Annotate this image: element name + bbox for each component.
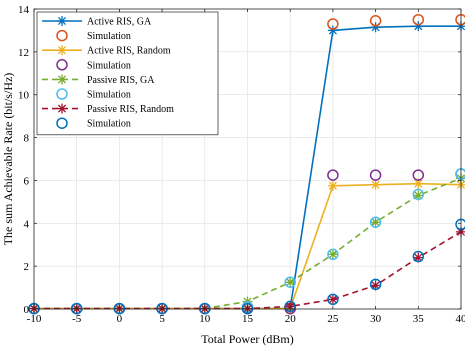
legend-item: Active RIS, Random (42, 45, 171, 57)
data-point (327, 294, 338, 305)
legend-label: Simulation (87, 31, 131, 42)
ticks: -10 -5 0 5 10 15 20 25 30 35 40 0 2 4 6 8 10 12 14 (18, 4, 465, 325)
data-point (369, 278, 382, 291)
legend-item: Simulation (56, 88, 131, 101)
y-tick-label: 12 (18, 47, 29, 59)
data-point (327, 249, 338, 260)
legend-label: Active RIS, GA (87, 17, 152, 28)
legend-marker (57, 74, 67, 85)
data-point (412, 250, 425, 263)
data-point (369, 216, 382, 228)
data-point (370, 179, 381, 190)
y-tick-label: 4 (24, 218, 30, 230)
legend-label: Passive RIS, Random (87, 104, 174, 115)
data-point (369, 15, 382, 27)
data-point (327, 18, 339, 30)
x-tick-label: 5 (159, 313, 165, 325)
legend-box (36, 11, 219, 136)
data-point (327, 293, 339, 306)
x-tick-label: -5 (72, 313, 82, 325)
y-tick-label: 14 (18, 4, 30, 16)
x-tick-label: 30 (370, 313, 382, 325)
x-tick-label: 25 (327, 313, 339, 325)
data-point (199, 302, 211, 315)
y-tick-label: 10 (18, 90, 30, 102)
legend-marker (57, 103, 67, 114)
legend-marker (56, 29, 68, 42)
data-point (327, 248, 339, 261)
y-tick-label: 2 (24, 261, 30, 273)
y-tick-label: 0 (24, 304, 30, 316)
legend-label: Active RIS, Random (87, 46, 171, 57)
x-tick-label: 35 (413, 313, 425, 325)
legend-item: Simulation (56, 59, 131, 71)
data-point (413, 178, 424, 189)
data-point (156, 302, 168, 315)
series-5 (28, 168, 465, 315)
series-2 (29, 178, 465, 314)
data-point (284, 300, 296, 313)
data-point (369, 169, 382, 181)
x-tick-label: 15 (242, 313, 254, 325)
legend-marker (57, 16, 67, 26)
legend: Active RIS, GA Simulation Active RIS, Rand… (36, 11, 219, 136)
x-axis-label: Total Power (dBm) (201, 332, 293, 346)
legend-marker (56, 88, 68, 100)
x-tick-label: 20 (285, 313, 297, 325)
x-tick-label: 0 (117, 313, 123, 325)
data-point (70, 302, 83, 315)
legend-item: Passive RIS, GA (42, 74, 155, 86)
data-point (412, 169, 425, 181)
data-point (113, 302, 126, 315)
legend-item: Simulation (56, 29, 131, 42)
data-point (412, 13, 425, 26)
y-axis-label: The sum Achievable Rate (bit/s/Hz) (1, 73, 15, 246)
legend-label: Simulation (87, 119, 131, 130)
data-point (327, 169, 339, 181)
legend-label: Simulation (87, 90, 131, 101)
y-tick-label: 6 (24, 175, 30, 187)
series-4 (29, 173, 465, 314)
legend-marker (57, 45, 67, 56)
series-3 (28, 168, 465, 315)
data-point (370, 217, 381, 228)
data-point (327, 180, 338, 191)
x-tick-label: 40 (456, 313, 465, 325)
legend-label: Passive RIS, GA (87, 75, 155, 86)
legend-marker (56, 117, 68, 129)
legend-marker (56, 59, 68, 71)
y-tick-label: 8 (24, 133, 30, 145)
data-point (241, 302, 254, 315)
legend-item: Passive RIS, Random (42, 103, 174, 115)
legend-label: Simulation (87, 60, 131, 71)
legend-item: Simulation (56, 117, 131, 130)
data-point (412, 188, 425, 201)
data-point (284, 276, 296, 288)
x-tick-label: -10 (27, 313, 42, 325)
x-tick-label: 10 (199, 313, 211, 325)
legend-item: Active RIS, GA (42, 16, 152, 28)
data-point (285, 277, 296, 288)
